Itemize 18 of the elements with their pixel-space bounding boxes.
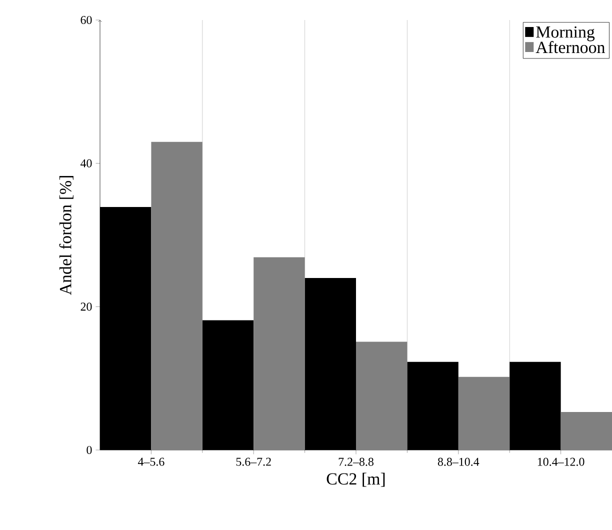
x-tick-label: 7.2–8.8 xyxy=(338,458,374,466)
y-tick-label: 20 xyxy=(80,302,92,311)
bar xyxy=(356,342,408,450)
bar xyxy=(254,257,305,450)
bar xyxy=(560,412,612,450)
bar xyxy=(458,376,510,450)
legend-label: Morning xyxy=(536,26,595,42)
x-tick-label: 8.8–10.4 xyxy=(438,458,480,466)
y-tick-label: 0 xyxy=(86,446,92,454)
bar xyxy=(151,142,202,450)
y-axis-title: Andel fordon [%] xyxy=(59,176,74,296)
x-tick-label: 5.6–7.2 xyxy=(236,458,271,466)
x-tick-label: 4–5.6 xyxy=(138,458,164,466)
legend-label: Afternoon xyxy=(536,41,606,54)
x-axis-title: CC2 [m] xyxy=(326,472,385,487)
x-tick-label: 10.4–12.0 xyxy=(538,458,584,466)
y-tick-label: 60 xyxy=(80,16,92,24)
y-tick-label: 40 xyxy=(80,159,92,168)
